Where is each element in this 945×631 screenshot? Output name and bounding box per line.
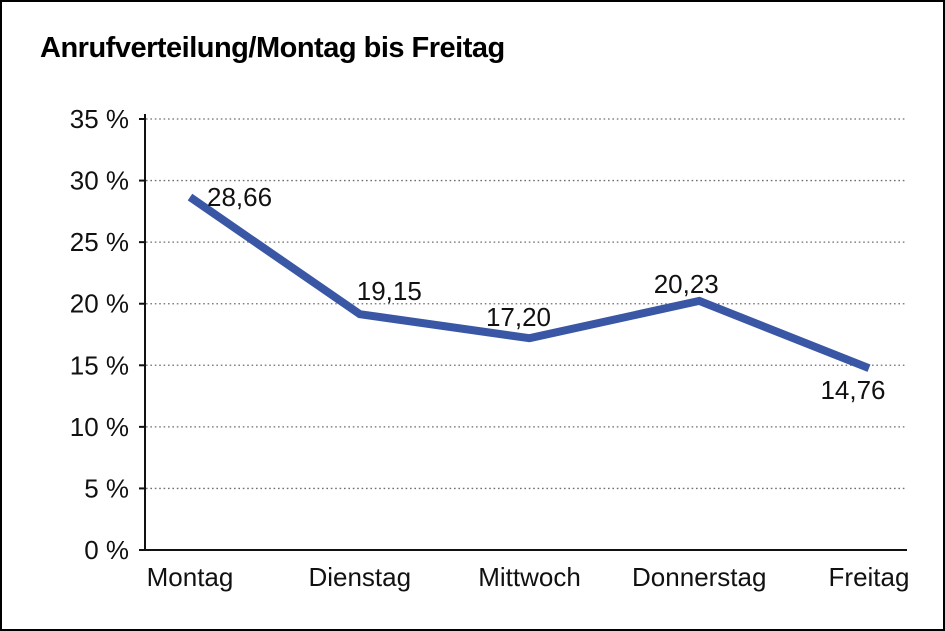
x-axis-category-label: Montag — [147, 562, 234, 592]
x-axis-category-label: Freitag — [829, 562, 910, 592]
y-axis-tick-label: 0 % — [84, 535, 129, 565]
x-axis-category-label: Mittwoch — [478, 562, 581, 592]
data-point-label: 17,20 — [486, 302, 551, 332]
x-axis-category-label: Donnerstag — [632, 562, 766, 592]
x-axis-category-label: Dienstag — [308, 562, 411, 592]
y-axis-tick-label: 10 % — [70, 412, 129, 442]
data-point-label: 19,15 — [357, 276, 422, 306]
y-axis-tick-label: 5 % — [84, 473, 129, 503]
y-axis-tick-label: 35 % — [70, 104, 129, 134]
data-point-label: 28,66 — [207, 182, 272, 212]
y-axis-tick-label: 30 % — [70, 166, 129, 196]
y-axis-tick-label: 20 % — [70, 289, 129, 319]
chart-title: Anrufverteilung/Montag bis Freitag — [40, 32, 505, 64]
data-point-label: 20,23 — [654, 269, 719, 299]
series-line — [187, 193, 871, 372]
data-point-label: 14,76 — [820, 375, 885, 405]
y-axis-tick-label: 15 % — [70, 350, 129, 380]
y-axis-tick-label: 25 % — [70, 227, 129, 257]
